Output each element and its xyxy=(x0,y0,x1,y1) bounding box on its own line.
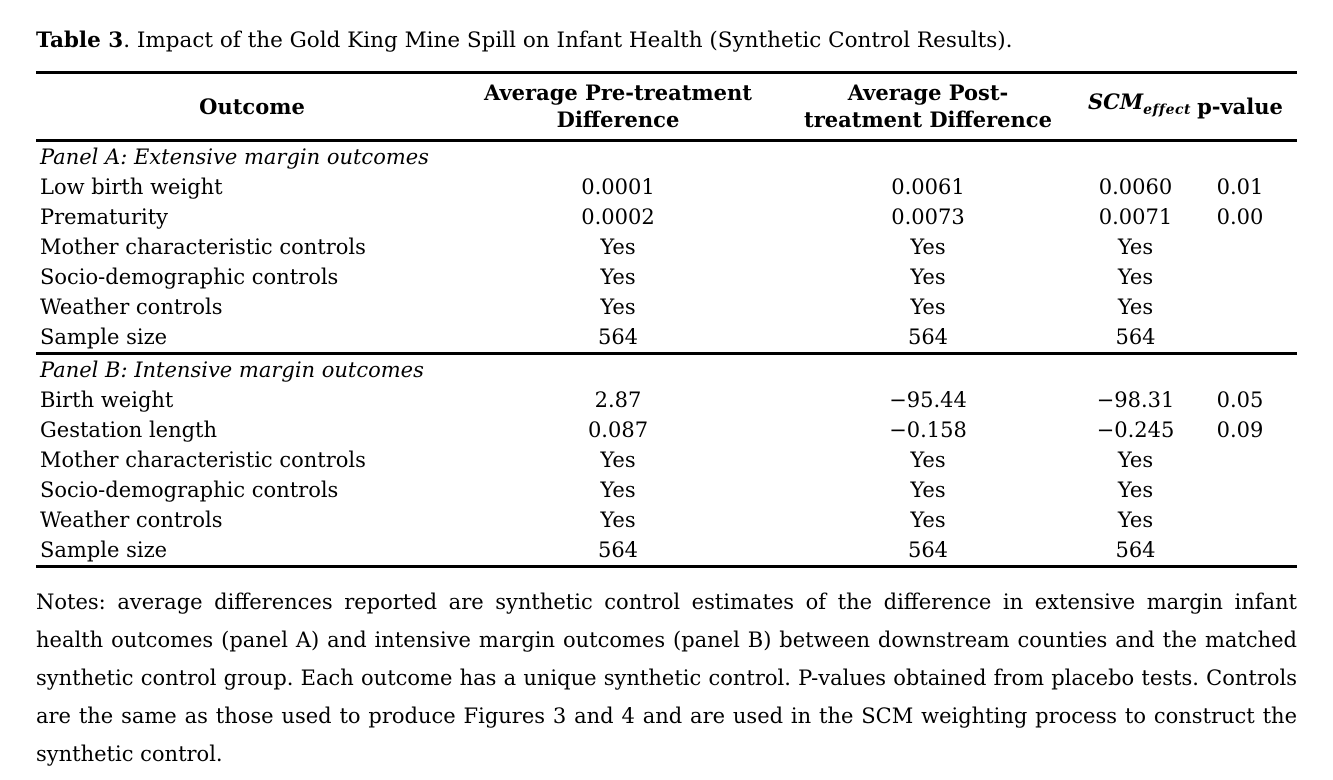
pvalue-cell xyxy=(1183,232,1297,262)
post-diff-cell: −95.44 xyxy=(889,388,967,412)
pvalue-cell: 0.09 xyxy=(1216,418,1264,442)
pre-diff-cell: 0.0001 xyxy=(581,175,655,199)
pvalue-cell xyxy=(1183,262,1297,292)
pvalue-cell: 0.01 xyxy=(1216,175,1264,199)
scm-effect-cell: −0.245 xyxy=(1096,418,1175,442)
outcome-cell: Sample size xyxy=(40,325,168,349)
outcome-cell: Sample size xyxy=(40,538,168,562)
table-row: Birth weight 2.87 −95.44 −98.31 0.05 xyxy=(36,385,1297,415)
post-diff-cell: Yes xyxy=(910,265,946,289)
scm-effect-cell: Yes xyxy=(1117,478,1154,502)
scm-effect-cell: 564 xyxy=(1115,538,1156,562)
table-header: Outcome Average Pre-treatment Difference… xyxy=(36,73,1297,141)
pre-diff-cell: Yes xyxy=(600,478,636,502)
pre-diff-cell: 564 xyxy=(597,325,639,349)
pvalue-cell xyxy=(1183,292,1297,322)
scm-effect-cell: Yes xyxy=(1117,508,1154,532)
scm-effect-cell: Yes xyxy=(1117,235,1154,259)
scm-effect-cell: Yes xyxy=(1117,448,1154,472)
pre-diff-cell: 0.087 xyxy=(587,418,649,442)
pre-diff-cell: Yes xyxy=(600,448,636,472)
col-header-pvalue: p-value xyxy=(1197,93,1283,119)
table-row: Mother characteristic controls Yes Yes Y… xyxy=(36,445,1297,475)
post-diff-cell: 564 xyxy=(907,538,949,562)
table-row: Weather controls Yes Yes Yes xyxy=(36,505,1297,535)
post-diff-cell: Yes xyxy=(910,478,946,502)
outcome-cell: Mother characteristic controls xyxy=(40,448,366,472)
col-header-pre-treatment: Average Pre-treatment Difference xyxy=(484,80,752,132)
pre-diff-cell: 2.87 xyxy=(594,388,642,412)
panel-a-label-row: Panel A: Extensive margin outcomes xyxy=(36,141,1297,173)
col-header-scm-effect: SCMeffect xyxy=(1088,89,1191,118)
post-diff-cell: 564 xyxy=(907,325,949,349)
pre-diff-cell: Yes xyxy=(600,265,636,289)
scm-effect-cell: −98.31 xyxy=(1096,388,1175,412)
pvalue-cell xyxy=(1183,505,1297,535)
post-diff-cell: Yes xyxy=(910,295,946,319)
post-diff-cell: Yes xyxy=(910,508,946,532)
pre-diff-cell: Yes xyxy=(600,235,636,259)
table-caption: Table 3. Impact of the Gold King Mine Sp… xyxy=(36,26,1297,56)
pre-diff-cell: Yes xyxy=(600,295,636,319)
post-diff-cell: 0.0073 xyxy=(891,205,965,229)
table-notes: Notes: average differences reported are … xyxy=(36,590,1297,766)
table-row: Socio-demographic controls Yes Yes Yes xyxy=(36,262,1297,292)
scm-effect-cell: 564 xyxy=(1115,325,1156,349)
table-row: Weather controls Yes Yes Yes xyxy=(36,292,1297,322)
pvalue-cell: 0.05 xyxy=(1216,388,1264,412)
table-row: Prematurity 0.0002 0.0073 0.0071 0.00 xyxy=(36,202,1297,232)
table-row: Sample size 564 564 564 xyxy=(36,535,1297,567)
col-header-post-treatment: Average Post-treatment Difference xyxy=(804,80,1052,132)
pvalue-cell xyxy=(1183,475,1297,505)
pvalue-cell xyxy=(1183,322,1297,354)
pre-diff-cell: 564 xyxy=(597,538,639,562)
table-caption-text: . Impact of the Gold King Mine Spill on … xyxy=(123,28,1013,53)
pre-diff-cell: 0.0002 xyxy=(581,205,655,229)
outcome-cell: Weather controls xyxy=(40,295,223,319)
scm-effect-cell: 0.0060 xyxy=(1098,175,1173,199)
table-row: Low birth weight 0.0001 0.0061 0.0060 0.… xyxy=(36,172,1297,202)
pvalue-cell: 0.00 xyxy=(1216,205,1264,229)
outcome-cell: Birth weight xyxy=(40,388,174,412)
table-row: Mother characteristic controls Yes Yes Y… xyxy=(36,232,1297,262)
outcome-cell: Weather controls xyxy=(40,508,223,532)
panel-b-label: Panel B: Intensive margin outcomes xyxy=(40,358,424,382)
scm-effect-cell: Yes xyxy=(1117,265,1154,289)
outcome-cell: Low birth weight xyxy=(40,175,223,199)
table-number: Table 3 xyxy=(36,28,124,53)
results-table: Outcome Average Pre-treatment Difference… xyxy=(36,71,1297,568)
post-diff-cell: Yes xyxy=(910,235,946,259)
outcome-cell: Socio-demographic controls xyxy=(40,265,339,289)
panel-a-label: Panel A: Extensive margin outcomes xyxy=(40,145,429,169)
outcome-cell: Socio-demographic controls xyxy=(40,478,339,502)
table-row: Sample size 564 564 564 xyxy=(36,322,1297,354)
post-diff-cell: Yes xyxy=(910,448,946,472)
table-row: Gestation length 0.087 −0.158 −0.245 0.0… xyxy=(36,415,1297,445)
post-diff-cell: −0.158 xyxy=(889,418,967,442)
panel-b-label-row: Panel B: Intensive margin outcomes xyxy=(36,353,1297,386)
pre-diff-cell: Yes xyxy=(600,508,636,532)
header-row: Outcome Average Pre-treatment Difference… xyxy=(36,73,1297,141)
scm-effect-cell: Yes xyxy=(1117,295,1154,319)
outcome-cell: Gestation length xyxy=(40,418,218,442)
outcome-cell: Prematurity xyxy=(40,205,169,229)
scm-effect-cell: 0.0071 xyxy=(1098,205,1173,229)
pvalue-cell xyxy=(1183,445,1297,475)
post-diff-cell: 0.0061 xyxy=(891,175,965,199)
outcome-cell: Mother characteristic controls xyxy=(40,235,366,259)
pvalue-cell xyxy=(1183,535,1297,567)
col-header-outcome: Outcome xyxy=(199,93,305,119)
table-row: Socio-demographic controls Yes Yes Yes xyxy=(36,475,1297,505)
